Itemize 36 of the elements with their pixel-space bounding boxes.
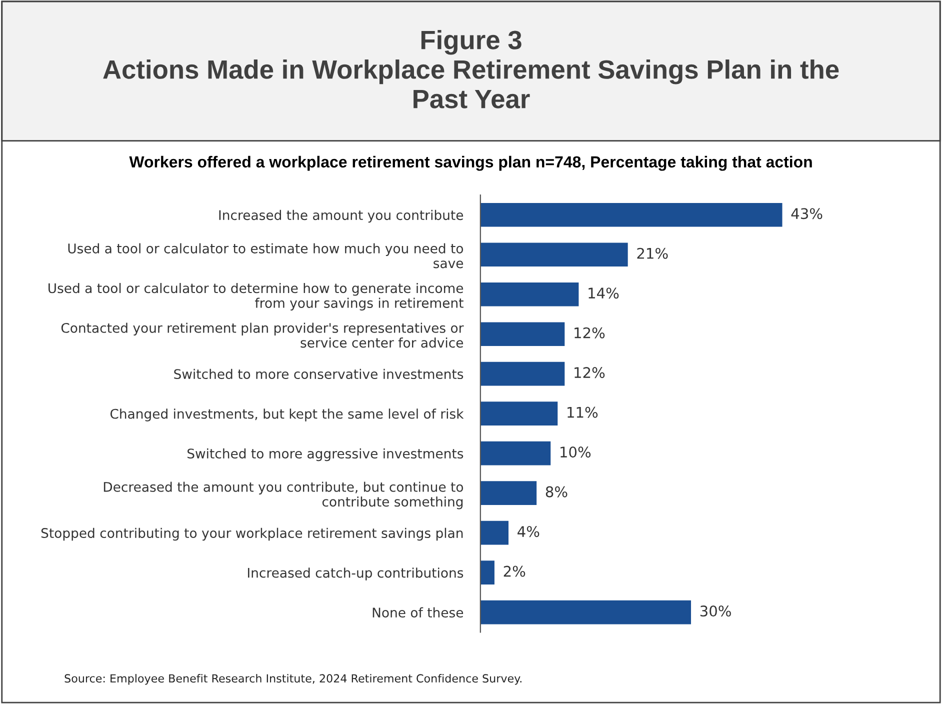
bar xyxy=(480,481,537,506)
bar xyxy=(480,202,782,227)
y-tick-label: Used a tool or calculator to estimate how much you need to save xyxy=(68,243,464,268)
chart-title: Figure 3 Actions Made in Workplace Retirement Savings Plan in the Past Year xyxy=(103,30,839,108)
y-tick-label: Used a tool or calculator to determine how to generate income from your savings in retirement xyxy=(48,282,464,311)
bar xyxy=(480,402,558,426)
bar xyxy=(480,600,692,624)
chart-subtitle: Workers offered a workplace retirement savings plan n=748, Percentage taking that action xyxy=(129,156,812,171)
bar xyxy=(480,322,565,346)
y-tick-label: Contacted your retirement plan provider's representatives or service center for advice xyxy=(61,322,464,348)
data-label: 11% xyxy=(568,406,598,418)
data-label: 2% xyxy=(504,566,526,577)
y-tick-label: Switched to more aggressive investments xyxy=(188,448,464,462)
data-label: 14% xyxy=(588,288,619,299)
data-label: 43% xyxy=(791,208,822,220)
data-label: 12% xyxy=(574,327,605,338)
y-tick-label: Switched to more conservative investments xyxy=(174,368,464,380)
y-tick-label: Increased catch-up contributions xyxy=(248,568,464,580)
y-tick-label: None of these xyxy=(372,607,464,618)
bar xyxy=(480,282,579,306)
bar xyxy=(480,520,508,545)
y-tick-label: Stopped contributing to your workplace retirement savings plan xyxy=(41,528,463,541)
bar xyxy=(480,242,628,267)
data-label: 4% xyxy=(518,526,540,538)
data-label: 30% xyxy=(700,606,731,617)
bar xyxy=(480,362,565,386)
bar xyxy=(480,441,551,466)
data-label: 21% xyxy=(637,248,668,259)
data-label: 8% xyxy=(546,486,568,498)
y-tick-label: Changed investments, but kept the same level of risk xyxy=(110,408,464,422)
data-label: 12% xyxy=(574,367,605,378)
bar xyxy=(480,560,494,584)
data-label: 10% xyxy=(560,446,591,458)
source-note: Source: Employee Benefit Research Institute, 2024 Retirement Confidence Survey. xyxy=(64,674,522,685)
y-tick-label: Increased the amount you contribute xyxy=(219,210,464,223)
y-tick-label: Decreased the amount you contribute, but continue to contribute something xyxy=(104,482,464,510)
